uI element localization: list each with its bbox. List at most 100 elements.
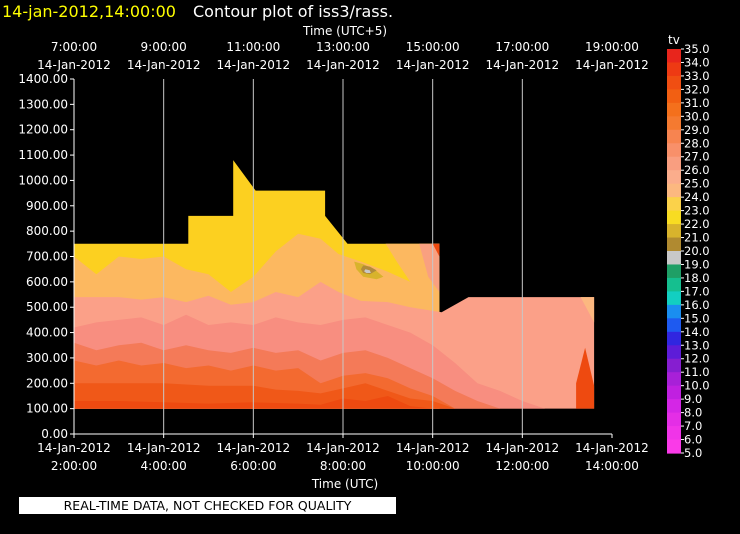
bottom-tick-time: 14:00:00 (585, 459, 639, 473)
colorbar-level-label: 28.0 (684, 136, 710, 150)
colorbar-swatch (667, 102, 681, 117)
colorbar-swatch (667, 62, 681, 77)
top-axis-ticks: 7:00:00 14-Jan-2012 9:00:00 14-Jan-2012 11:0… (37, 40, 649, 72)
colorbar-level-label: 21.0 (684, 231, 710, 245)
colorbar-level-label: 11.0 (684, 365, 710, 379)
colorbar-level-label: 34.0 (684, 55, 710, 69)
y-tick-label: 0.00 (41, 427, 68, 441)
contour-band-14 (419, 243, 440, 292)
colorbar-labels: 35.034.033.032.031.030.029.028.027.026.0… (681, 42, 710, 460)
y-tick-label: 200.00 (26, 376, 68, 390)
colorbar-level-label: 10.0 (684, 379, 710, 393)
colorbar-level-label: 20.0 (684, 244, 710, 258)
colorbar-level-label: 6.0 (684, 433, 702, 447)
colorbar-level-label: 23.0 (684, 204, 710, 218)
bottom-tick-time: 8:00:00 (320, 459, 366, 473)
colorbar-swatch (667, 183, 681, 198)
bottom-tick-time: 10:00:00 (406, 459, 460, 473)
colorbar-level-label: 24.0 (684, 190, 710, 204)
y-tick-label: 600.00 (26, 275, 68, 289)
y-tick-label: 1200.00 (18, 123, 68, 137)
y-tick-label: 100.00 (26, 402, 68, 416)
quality-note: REAL-TIME DATA, NOT CHECKED FOR QUALITY (19, 497, 396, 514)
bottom-tick-date: 14-Jan-2012 (127, 441, 201, 455)
colorbar-level-label: 14.0 (684, 325, 710, 339)
bottom-tick-date: 14-Jan-2012 (37, 441, 111, 455)
colorbar-swatch (667, 331, 681, 346)
colorbar-swatch (667, 143, 681, 158)
top-tick-date: 14-Jan-2012 (306, 58, 380, 72)
colorbar-level-label: 32.0 (684, 82, 710, 96)
bottom-tick-date: 14-Jan-2012 (306, 441, 380, 455)
colorbar-level-label: 19.0 (684, 257, 710, 271)
colorbar-level-label: 22.0 (684, 217, 710, 231)
top-tick-date: 14-Jan-2012 (486, 58, 560, 72)
y-axis-ticks: 1400.00 1300.00 1200.00 1100.00 1000.00 900.0… (18, 72, 74, 441)
colorbar-level-label: 13.0 (684, 338, 710, 352)
colorbar-swatch (667, 116, 681, 131)
colorbar-swatch (667, 156, 681, 171)
colorbar-swatch (667, 237, 681, 252)
chart-title: Contour plot of iss3/rass. (193, 2, 393, 21)
contour-band-11 (360, 265, 377, 275)
top-tick-date: 14-Jan-2012 (575, 58, 649, 72)
colorbar-swatch (667, 210, 681, 225)
contour-band-9 (580, 297, 595, 323)
colorbar-swatch (667, 224, 681, 239)
contour-band-8 (576, 347, 595, 409)
colorbar-level-label: 8.0 (684, 406, 702, 420)
top-tick-date: 14-Jan-2012 (127, 58, 201, 72)
colorbar-label: tv (668, 33, 680, 47)
colorbar-swatch (667, 399, 681, 414)
bottom-tick-date: 14-Jan-2012 (486, 441, 560, 455)
colorbar-swatch (667, 170, 681, 185)
colorbar-swatch (667, 426, 681, 441)
colorbar-level-label: 27.0 (684, 150, 710, 164)
contour-band-12 (364, 269, 371, 273)
y-tick-label: 1300.00 (18, 97, 68, 111)
colorbar-swatch (667, 439, 681, 454)
y-tick-label: 1100.00 (18, 148, 68, 162)
bottom-tick-time: 4:00:00 (141, 459, 187, 473)
colorbar-swatch (667, 251, 681, 266)
top-axis-label: Time (UTC+5) (302, 24, 387, 38)
contour-band-15 (432, 243, 440, 257)
colorbar-swatch (667, 49, 681, 64)
colorbar-swatch (667, 264, 681, 279)
top-tick-date: 14-Jan-2012 (37, 58, 111, 72)
colorbar-swatch (667, 304, 681, 319)
y-tick-label: 400.00 (26, 326, 68, 340)
colorbar-level-label: 15.0 (684, 311, 710, 325)
colorbar-level-label: 30.0 (684, 109, 710, 123)
bottom-tick-date: 14-Jan-2012 (217, 441, 291, 455)
top-tick-date: 14-Jan-2012 (217, 58, 291, 72)
colorbar-level-label: 5.0 (684, 446, 702, 460)
y-tick-label: 900.00 (26, 199, 68, 213)
colorbar-level-label: 18.0 (684, 271, 710, 285)
colorbar-swatch (667, 412, 681, 427)
y-tick-label: 1000.00 (18, 173, 68, 187)
y-tick-label: 300.00 (26, 351, 68, 365)
bottom-tick-date: 14-Jan-2012 (396, 441, 470, 455)
bottom-axis-ticks: 14-Jan-2012 2:00:00 14-Jan-2012 4:00:00 14-J… (37, 434, 649, 473)
colorbar-level-label: 29.0 (684, 123, 710, 137)
colorbar-swatch (667, 129, 681, 144)
colorbar-swatch (667, 197, 681, 212)
colorbar-level-label: 25.0 (684, 177, 710, 191)
colorbar-swatch (667, 277, 681, 292)
colorbar-swatch (667, 318, 681, 333)
top-tick-time: 17:00:00 (495, 40, 549, 54)
colorbar-level-label: 17.0 (684, 284, 710, 298)
top-tick-time: 9:00:00 (141, 40, 187, 54)
colorbar-swatch (667, 385, 681, 400)
colorbar-level-label: 26.0 (684, 163, 710, 177)
colorbar-swatch (667, 89, 681, 104)
colorbar-level-label: 12.0 (684, 352, 710, 366)
top-tick-date: 14-Jan-2012 (396, 58, 470, 72)
top-tick-time: 7:00:00 (51, 40, 97, 54)
bottom-tick-time: 12:00:00 (495, 459, 549, 473)
colorbar-swatch (667, 372, 681, 387)
chart-timestamp: 14-jan-2012,14:00:00 (2, 2, 176, 21)
colorbar-level-label: 7.0 (684, 419, 702, 433)
